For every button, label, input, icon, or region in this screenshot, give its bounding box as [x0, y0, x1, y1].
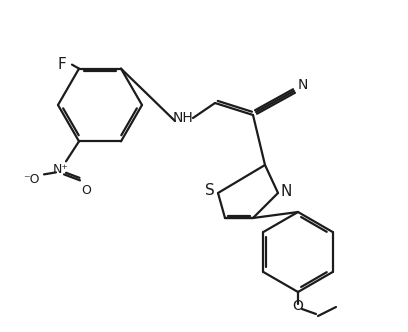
Text: N: N	[280, 184, 292, 199]
Text: S: S	[205, 183, 215, 198]
Text: O: O	[81, 184, 91, 197]
Text: F: F	[58, 57, 67, 72]
Text: N⁺: N⁺	[53, 163, 69, 176]
Text: ⁻O: ⁻O	[23, 173, 39, 186]
Text: NH: NH	[173, 111, 193, 125]
Text: N: N	[298, 78, 308, 92]
Text: O: O	[293, 299, 304, 313]
